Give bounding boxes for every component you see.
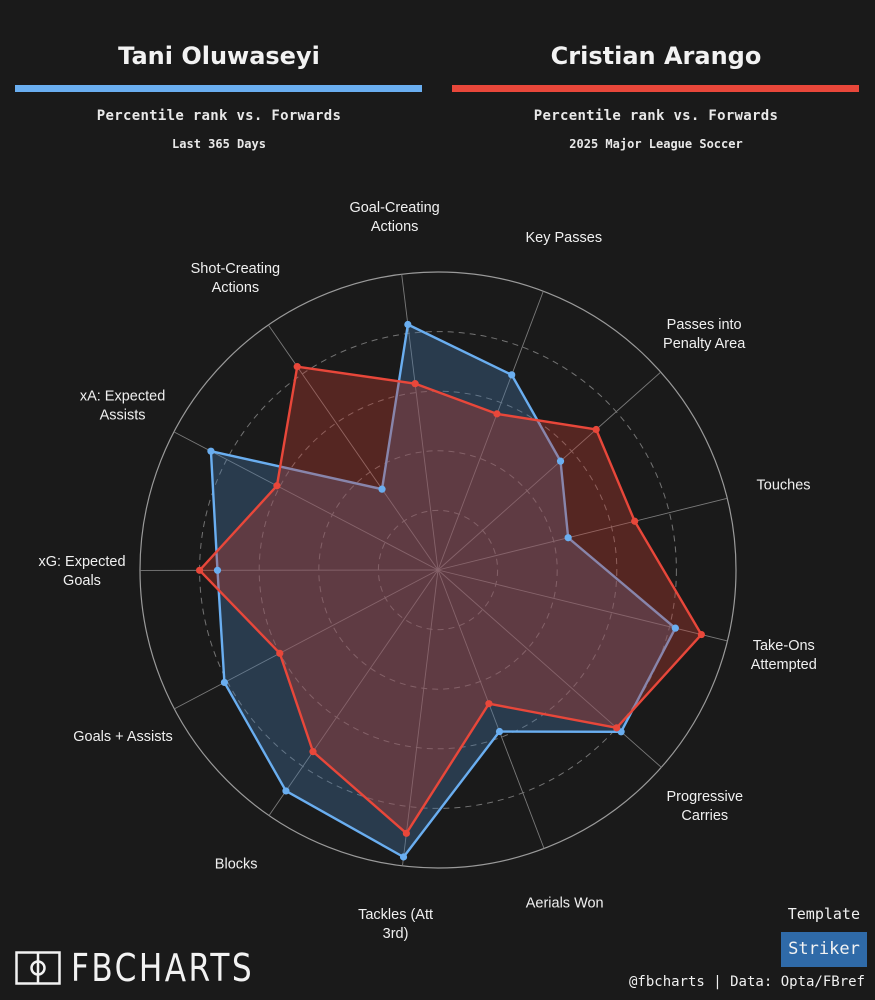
series-1-point-6 <box>495 727 504 736</box>
axis-label-4: Take-Ons Attempted <box>751 638 817 673</box>
spoke-4 <box>437 569 728 642</box>
series-area-1 <box>209 323 677 859</box>
grid-ring-20 <box>377 509 499 631</box>
series-2-point-9 <box>276 649 284 657</box>
spoke-3 <box>437 497 728 571</box>
axis-label-2: Passes into Penalty Area <box>663 317 746 352</box>
spoke-11 <box>173 431 439 571</box>
spoke-9 <box>174 569 439 710</box>
player1-subtitle: Percentile rank vs. Forwards <box>96 108 342 124</box>
player2-period: 2025 Major League Soccer <box>569 137 743 151</box>
spoke-2 <box>437 371 662 571</box>
series-2-point-10 <box>196 566 204 574</box>
axis-label-8: Blocks <box>215 856 258 872</box>
series-1-point-12 <box>378 485 386 493</box>
axis-label-3: Touches <box>757 477 811 493</box>
series-2-point-1 <box>493 410 501 418</box>
series-1-point-3 <box>564 534 572 542</box>
template-badge: Striker <box>781 932 867 967</box>
series-1-point-4 <box>671 624 679 632</box>
spoke-5 <box>437 569 662 768</box>
series-2-point-2 <box>592 425 600 434</box>
axis-label-10: xG: Expected Goals <box>38 554 125 589</box>
player2-subtitle: Percentile rank vs. Forwards <box>533 108 779 124</box>
series-1-point-0 <box>404 320 412 329</box>
series-1-point-1 <box>508 371 516 379</box>
series-2-point-6 <box>485 700 493 708</box>
player2-color-bar <box>452 85 859 92</box>
series-1-point-10 <box>213 566 222 574</box>
axis-label-6: Aerials Won <box>526 896 604 912</box>
series-2-point-4 <box>697 630 705 639</box>
player1-name: Tani Oluwaseyi <box>118 42 320 70</box>
fbcharts-logo: FBCHARTS <box>15 948 294 988</box>
template-label: Template <box>787 905 860 923</box>
axis-label-9: Goals + Assists <box>73 729 173 745</box>
series-2-point-7 <box>402 829 410 837</box>
player2-name: Cristian Arango <box>550 42 762 70</box>
series-2-point-8 <box>309 748 317 756</box>
axis-label-0: Goal-Creating Actions <box>349 200 439 235</box>
pitch-icon <box>15 951 61 985</box>
series-1-point-11 <box>207 447 215 455</box>
axis-label-7: Tackles (Att 3rd) <box>358 907 433 942</box>
axis-label-1: Key Passes <box>526 230 603 246</box>
series-2-point-12 <box>293 363 301 371</box>
player1-color-bar <box>15 85 422 92</box>
logo-text: FBCHARTS <box>71 946 255 990</box>
series-2-point-11 <box>273 482 281 490</box>
player1-period: Last 365 Days <box>172 137 266 151</box>
spoke-1 <box>437 291 544 571</box>
series-1-point-7 <box>399 853 408 861</box>
series-area-2 <box>198 365 703 835</box>
series-2-point-5 <box>613 724 621 732</box>
spoke-7 <box>402 569 439 866</box>
axis-label-12: Shot-Creating Actions <box>191 261 280 296</box>
axis-label-11: xA: Expected Assists <box>80 388 165 423</box>
series-1-point-8 <box>282 787 290 795</box>
data-credit: @fbcharts | Data: Opta/FBref <box>628 974 865 990</box>
series-2-point-0 <box>411 380 419 388</box>
series-1-point-2 <box>556 457 565 465</box>
series-1-point-9 <box>220 678 229 687</box>
series-2-point-3 <box>631 517 639 525</box>
spoke-8 <box>268 569 439 816</box>
axis-label-5: Progressive Carries <box>667 789 744 824</box>
spoke-6 <box>437 569 545 849</box>
